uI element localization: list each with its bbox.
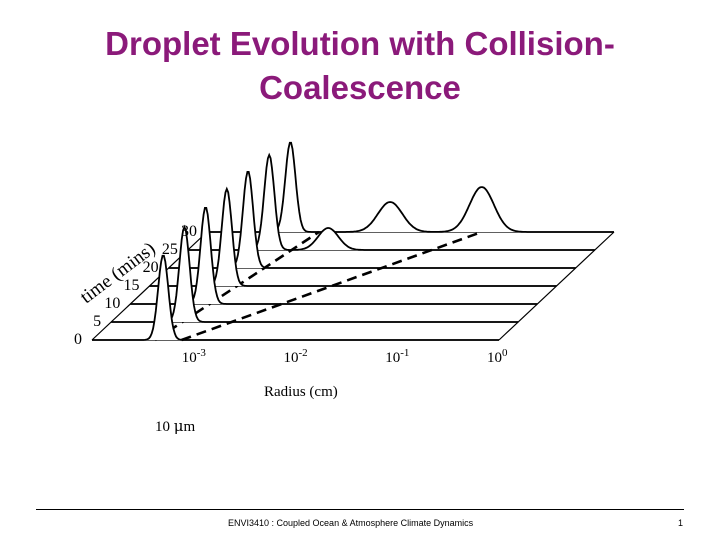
ten-micron-annotation: 10 μm [155,417,196,435]
title-line-2: Coalescence [259,69,461,106]
size-distribution-t10 [130,207,538,305]
radius-tick-1e-3: 10-3 [182,347,207,366]
footer-divider [36,509,684,510]
time-tick-25: 25 [162,241,178,258]
size-distribution-t15 [149,186,557,287]
size-distribution-t5 [111,224,519,323]
footer-course-text: ENVI3410 : Coupled Ocean & Atmosphere Cl… [228,518,474,528]
radius-tick-1e-1: 10-1 [385,347,409,366]
page-number: 1 [678,518,684,528]
annotation-mu: μ [174,417,184,435]
curve-mask-t15 [149,189,557,286]
size-distribution-t20 [168,171,576,269]
time-tick-15: 15 [124,277,140,294]
title-line-1: Droplet Evolution with Collision- [105,25,615,62]
radius-tick-1e-2: 10-2 [284,347,308,366]
time-tick-30: 30 [181,223,197,240]
curve-mask-t20 [168,171,576,268]
annotation-unit: m [184,419,196,435]
time-tick-5: 5 [93,313,101,330]
time-tick-10: 10 [104,295,120,312]
radius-tick-1e0: 100 [487,347,508,366]
time-tick-20: 20 [143,259,159,276]
radius-tick-labels: 10-3 10-2 10-1 100 [182,347,508,366]
time-tick-0: 0 [74,331,82,348]
size-distribution-t0 [92,254,499,341]
curve-mask-t30 [207,142,614,232]
x-axis-label: Radius (cm) [264,384,338,400]
distribution-curves [92,141,614,341]
annotation-number: 10 [155,419,174,435]
slide-title: Droplet Evolution with Collision- Coales… [0,22,720,110]
curve-mask-t25 [187,155,595,250]
